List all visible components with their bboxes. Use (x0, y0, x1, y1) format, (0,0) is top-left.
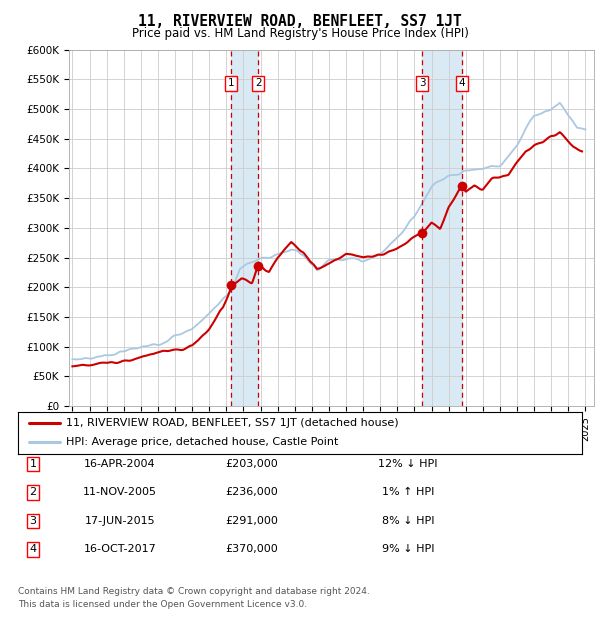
Text: Price paid vs. HM Land Registry's House Price Index (HPI): Price paid vs. HM Land Registry's House … (131, 27, 469, 40)
Text: 2: 2 (255, 79, 262, 89)
Text: 16-APR-2004: 16-APR-2004 (84, 459, 156, 469)
Text: HPI: Average price, detached house, Castle Point: HPI: Average price, detached house, Cast… (66, 438, 338, 448)
Text: £370,000: £370,000 (226, 544, 278, 554)
Bar (422, 50, 462, 406)
Text: 11, RIVERVIEW ROAD, BENFLEET, SS7 1JT (detached house): 11, RIVERVIEW ROAD, BENFLEET, SS7 1JT (d… (66, 418, 398, 428)
Text: 1% ↑ HPI: 1% ↑ HPI (382, 487, 434, 497)
Text: 12% ↓ HPI: 12% ↓ HPI (378, 459, 438, 469)
Text: 8% ↓ HPI: 8% ↓ HPI (382, 516, 434, 526)
Text: 16-OCT-2017: 16-OCT-2017 (83, 544, 157, 554)
Bar (231, 50, 258, 406)
Text: This data is licensed under the Open Government Licence v3.0.: This data is licensed under the Open Gov… (18, 600, 307, 609)
Text: 11, RIVERVIEW ROAD, BENFLEET, SS7 1JT: 11, RIVERVIEW ROAD, BENFLEET, SS7 1JT (138, 14, 462, 29)
Text: 4: 4 (29, 544, 37, 554)
Text: £291,000: £291,000 (226, 516, 278, 526)
Text: 1: 1 (29, 459, 37, 469)
Text: 3: 3 (29, 516, 37, 526)
Text: 4: 4 (459, 79, 466, 89)
Text: 2: 2 (29, 487, 37, 497)
Text: Contains HM Land Registry data © Crown copyright and database right 2024.: Contains HM Land Registry data © Crown c… (18, 587, 370, 596)
Text: 17-JUN-2015: 17-JUN-2015 (85, 516, 155, 526)
Text: 3: 3 (419, 79, 425, 89)
Text: £236,000: £236,000 (226, 487, 278, 497)
Text: £203,000: £203,000 (226, 459, 278, 469)
Text: 1: 1 (228, 79, 235, 89)
Text: 9% ↓ HPI: 9% ↓ HPI (382, 544, 434, 554)
Text: 11-NOV-2005: 11-NOV-2005 (83, 487, 157, 497)
